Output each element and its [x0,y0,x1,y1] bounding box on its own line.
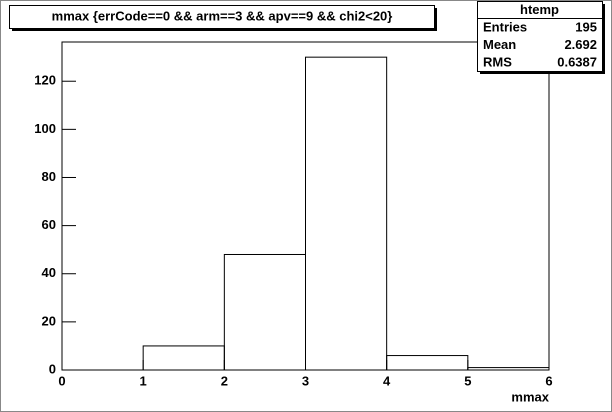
stats-label: RMS [483,55,512,70]
y-tick-label: 0 [49,361,56,376]
y-tick-label: 120 [34,73,56,88]
stats-value: 195 [575,20,597,35]
stats-label: Entries [483,20,527,35]
y-tick-label: 80 [42,169,56,184]
stats-box [477,1,603,72]
chart-title: mmax {errCode==0 && arm==3 && apv==9 && … [52,8,393,23]
stats-value: 0.6387 [557,55,597,70]
bar [305,56,388,371]
bar [467,367,550,371]
x-tick-label: 5 [464,373,471,388]
bar [386,355,469,371]
x-axis-label: mmax [511,389,549,404]
stats-label: Mean [483,37,516,52]
x-tick-label: 0 [58,373,65,388]
y-tick-label: 40 [42,265,56,280]
stats-title: htemp [520,2,559,17]
x-tick-label: 1 [140,373,147,388]
x-tick-label: 3 [302,373,309,388]
x-tick-label: 2 [221,373,228,388]
y-tick-label: 20 [42,313,56,328]
stats-value: 2.692 [564,37,597,52]
title-box [9,5,435,29]
y-tick-label: 60 [42,217,56,232]
y-tick-label: 100 [34,121,56,136]
x-tick-label: 4 [383,373,391,388]
x-tick-label: 6 [545,373,552,388]
